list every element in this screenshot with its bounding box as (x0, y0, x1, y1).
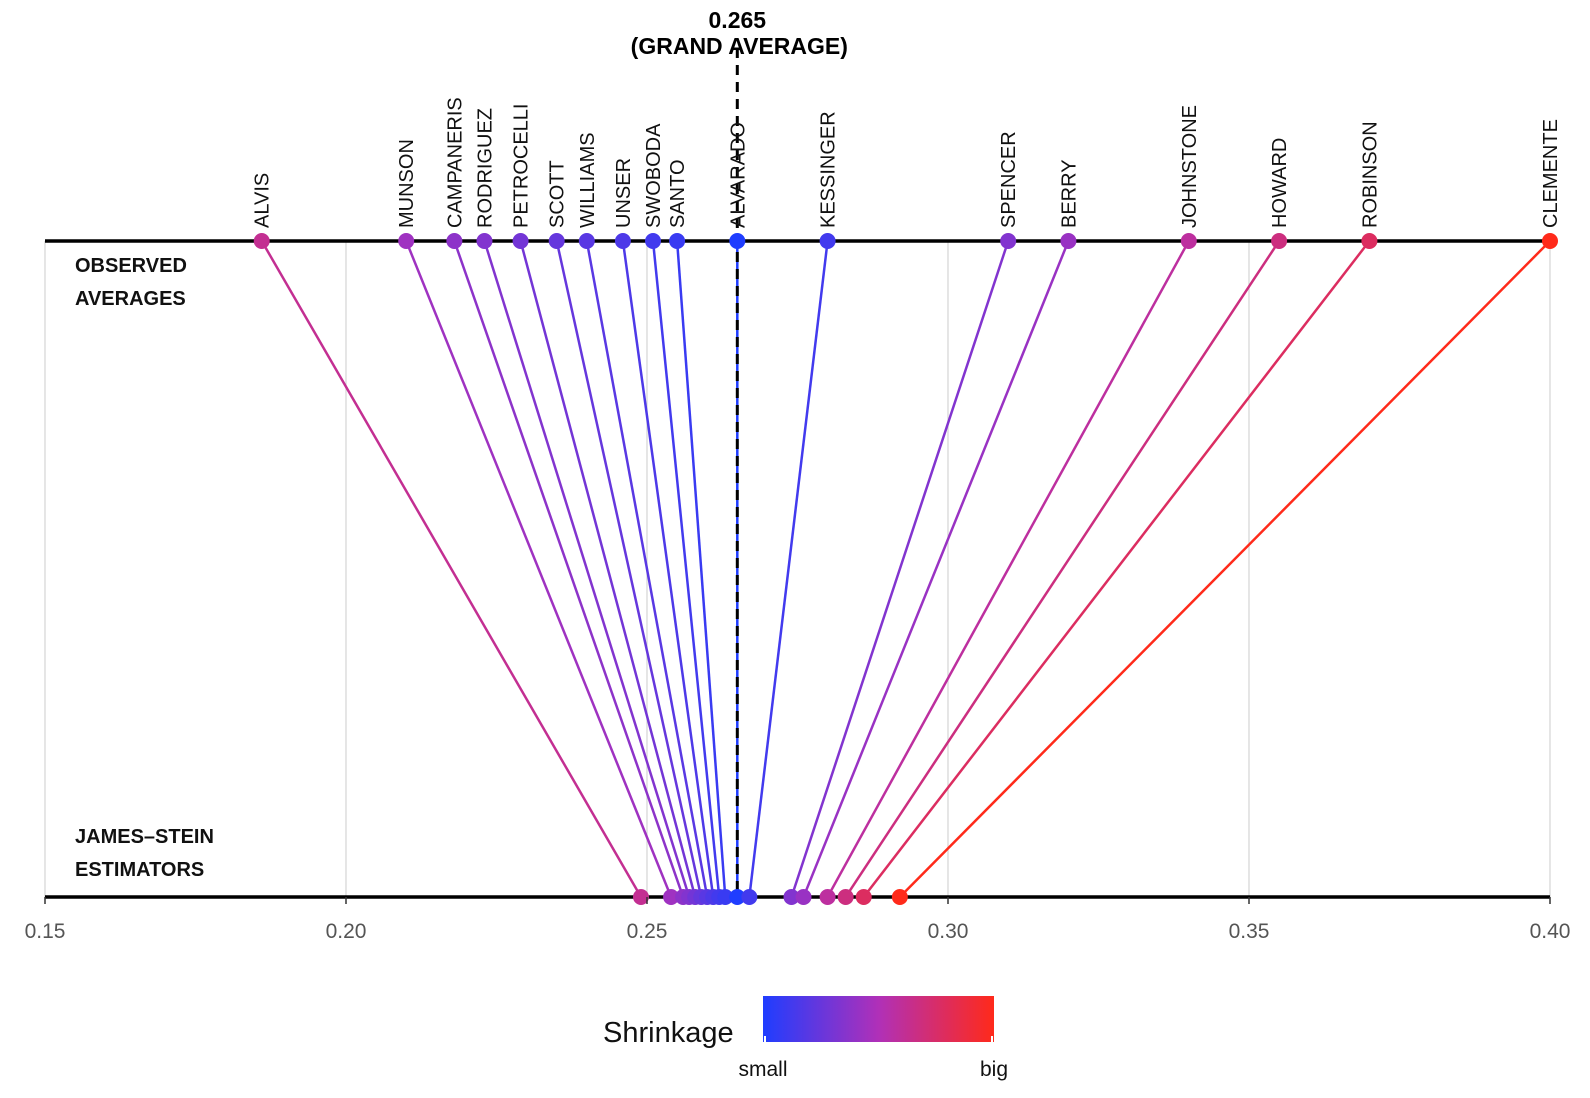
grand-average-marker: 0.265(GRAND AVERAGE) (631, 7, 848, 897)
observed-row-label-line2: AVERAGES (75, 288, 186, 310)
legend-label-big: big (980, 1058, 1008, 1081)
axis-lines (45, 239, 1550, 899)
x-axis-ticks: 0.15 0.20 0.25 0.30 0.35 0.40 (25, 897, 1571, 943)
connector-rodriguez (483, 240, 691, 898)
player-label-kessinger: KESSINGER (818, 111, 840, 228)
observed-point-santo (669, 233, 686, 249)
james-stein-point-berry (795, 889, 812, 905)
james-stein-point-robinson (855, 889, 872, 905)
observed-point-campaneris (446, 233, 463, 249)
player-label-alvis: ALVIS (252, 173, 274, 228)
connector-berry (802, 240, 1070, 898)
james-stein-point-kessinger (741, 889, 758, 905)
observed-row-label: OBSERVED AVERAGES (75, 255, 187, 310)
connector-johnstone (826, 240, 1190, 898)
james-stein-row-label-line1: JAMES–STEIN (75, 826, 214, 848)
legend-label-small: small (738, 1058, 787, 1081)
player-label-rodriguez: RODRIGUEZ (474, 108, 496, 228)
player-label-unser: UNSER (613, 158, 635, 228)
data-points (253, 233, 1558, 905)
observed-point-alvarado (729, 233, 746, 249)
observed-point-rodriguez (476, 233, 493, 249)
connector-kessinger (748, 240, 829, 898)
player-label-scott: SCOTT (547, 160, 569, 228)
james-stein-point-munson (663, 889, 680, 905)
player-label-berry: BERRY (1058, 159, 1080, 228)
james-stein-row-label: JAMES–STEIN ESTIMATORS (75, 826, 214, 881)
player-label-alvarado: ALVARADO (727, 122, 749, 228)
x-tick-label: 0.40 (1530, 920, 1571, 943)
grand-average-caption: (GRAND AVERAGE) (631, 33, 848, 59)
observed-point-swoboda (645, 233, 662, 249)
player-label-swoboda: SWOBODA (643, 123, 665, 228)
james-stein-point-johnstone (819, 889, 836, 905)
shrinkage-connectors (260, 240, 1551, 898)
observed-point-unser (614, 233, 631, 249)
observed-point-munson (398, 233, 415, 249)
observed-point-petrocelli (512, 233, 529, 249)
player-label-williams: WILLIAMS (577, 132, 599, 228)
james-stein-point-howard (837, 889, 854, 905)
legend-colorbar (763, 996, 994, 1042)
player-label-campaneris: CAMPANERIS (444, 97, 466, 228)
legend-title: Shrinkage (603, 1017, 734, 1049)
connector-munson (405, 240, 673, 898)
observed-point-berry (1060, 233, 1077, 249)
player-label-spencer: SPENCER (998, 131, 1020, 228)
connector-alvis (260, 240, 643, 898)
x-tick-label: 0.15 (25, 920, 66, 943)
connector-petrocelli (519, 240, 697, 898)
connector-spencer (790, 240, 1010, 898)
observed-point-alvis (253, 233, 270, 249)
observed-point-johnstone (1180, 233, 1197, 249)
observed-point-howard (1271, 233, 1288, 249)
connector-williams (585, 240, 709, 898)
x-tick-label: 0.30 (928, 920, 969, 943)
observed-point-spencer (1000, 233, 1017, 249)
x-tick-label: 0.20 (326, 920, 367, 943)
observed-point-clemente (1542, 233, 1558, 249)
player-label-santo: SANTO (667, 159, 689, 228)
player-label-robinson: ROBINSON (1359, 121, 1381, 228)
connector-unser (621, 240, 715, 898)
vertical-gridlines (44, 241, 1551, 897)
james-stein-point-alvarado (729, 889, 746, 905)
connector-clemente (898, 240, 1551, 898)
james-stein-row-label-line2: ESTIMATORS (75, 859, 204, 881)
observed-point-scott (548, 233, 565, 249)
observed-point-robinson (1361, 233, 1378, 249)
connector-scott (555, 240, 703, 898)
james-stein-point-alvis (632, 889, 649, 905)
james-stein-point-santo (717, 889, 734, 905)
player-label-petrocelli: PETROCELLI (511, 104, 533, 228)
observed-row-label-line1: OBSERVED (75, 255, 187, 277)
player-label-clemente: CLEMENTE (1540, 119, 1562, 228)
connector-robinson (862, 240, 1371, 898)
observed-point-williams (578, 233, 595, 249)
legend: Shrinkage small big (603, 996, 1008, 1081)
x-tick-label: 0.35 (1229, 920, 1270, 943)
player-label-munson: MUNSON (396, 139, 418, 228)
connector-howard (844, 240, 1281, 898)
connector-swoboda (651, 240, 721, 898)
x-tick-label: 0.25 (627, 920, 668, 943)
james-stein-point-clemente (891, 889, 908, 905)
grand-average-value: 0.265 (709, 7, 767, 33)
connector-santo (675, 240, 727, 898)
player-label-howard: HOWARD (1269, 138, 1291, 228)
connector-campaneris (453, 240, 685, 898)
player-name-labels: ALVIS MUNSON CAMPANERIS RODRIGUEZ PETROCELLI… (252, 97, 1562, 228)
player-label-johnstone: JOHNSTONE (1179, 105, 1201, 228)
observed-point-kessinger (819, 233, 836, 249)
james-stein-point-spencer (783, 889, 800, 905)
